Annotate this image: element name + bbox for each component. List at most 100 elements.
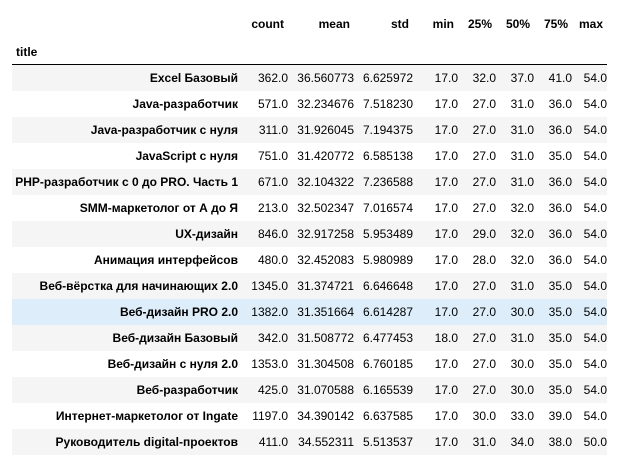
table-cell: 480.0 bbox=[257, 252, 288, 267]
table-cell: 5.980989 bbox=[362, 252, 413, 267]
table-cell: 35.0 bbox=[548, 148, 572, 163]
table-cell: 27.0 bbox=[472, 304, 496, 319]
table-cell: 411.0 bbox=[258, 434, 288, 449]
table-cell: 33.0 bbox=[510, 408, 534, 423]
table-cell: 35.0 bbox=[548, 278, 572, 293]
table-cell: 17.0 bbox=[434, 356, 458, 371]
table-cell: 54.0 bbox=[583, 122, 607, 137]
column-header-row: count mean std min 25% 50% 75% max bbox=[12, 9, 607, 39]
column-header-std: std bbox=[391, 17, 409, 31]
table-cell: 671.0 bbox=[257, 174, 288, 189]
table-cell: 38.0 bbox=[548, 434, 572, 449]
table-cell: 751.0 bbox=[257, 148, 288, 163]
row-index-label: Веб-дизайн с нуля 2.0 bbox=[107, 356, 238, 371]
table-row: UX-дизайн 846.0 32.917258 5.953489 17.0 29.0 3… bbox=[12, 220, 607, 247]
table-cell: 311.0 bbox=[258, 122, 288, 137]
table-cell: 17.0 bbox=[434, 226, 458, 241]
table-cell: 34.390142 bbox=[297, 408, 354, 423]
table-cell: 32.502347 bbox=[297, 200, 354, 215]
table-cell: 29.0 bbox=[472, 226, 496, 241]
table-cell: 7.194375 bbox=[362, 122, 413, 137]
table-row: Веб-дизайн Базовый 342.0 31.508772 6.477453… bbox=[12, 324, 607, 351]
table-cell: 571.0 bbox=[257, 96, 288, 111]
table-cell: 39.0 bbox=[548, 408, 572, 423]
column-header-min: min bbox=[432, 17, 454, 31]
table-cell: 34.552311 bbox=[298, 434, 354, 449]
table-cell: 6.646648 bbox=[362, 278, 413, 293]
table-cell: 31.351664 bbox=[297, 304, 354, 319]
table-cell: 27.0 bbox=[472, 356, 496, 371]
table-cell: 27.0 bbox=[472, 122, 496, 137]
table-cell: 6.477453 bbox=[362, 330, 413, 345]
table-cell: 32.234676 bbox=[297, 96, 354, 111]
column-header-mean: mean bbox=[318, 17, 350, 31]
table-row: Веб-дизайн PRO 2.0 1382.0 31.351664 6.61428… bbox=[12, 298, 607, 325]
table-cell: 1382.0 bbox=[251, 304, 288, 319]
column-header-max: max bbox=[578, 17, 603, 31]
table-cell: 31.0 bbox=[510, 122, 534, 137]
table-cell: 32.0 bbox=[510, 252, 534, 267]
table-cell: 31.926045 bbox=[297, 122, 354, 137]
table-cell: 54.0 bbox=[583, 252, 607, 267]
table-cell: 50.0 bbox=[583, 434, 607, 449]
table-cell: 27.0 bbox=[472, 278, 496, 293]
table-cell: 17.0 bbox=[434, 70, 458, 85]
row-index-label: JavaScript с нуля bbox=[135, 148, 238, 163]
table-cell: 54.0 bbox=[583, 330, 607, 345]
row-index-label: Веб-дизайн PRO 2.0 bbox=[119, 304, 238, 319]
table-row: Java-разработчик с нуля 311.0 31.926045 7.1… bbox=[12, 116, 607, 143]
table-cell: 17.0 bbox=[434, 122, 458, 137]
row-index-label: SMM-маркетолог от А до Я bbox=[79, 200, 238, 215]
row-index-label: Java-разработчик bbox=[132, 96, 238, 111]
table-cell: 36.0 bbox=[548, 226, 572, 241]
table-cell: 35.0 bbox=[548, 304, 572, 319]
row-index-label: Анимация интерфейсов bbox=[93, 252, 238, 267]
row-index-label: Excel Базовый bbox=[149, 70, 238, 85]
table-cell: 35.0 bbox=[548, 382, 572, 397]
table-cell: 17.0 bbox=[434, 252, 458, 267]
table-row: Анимация интерфейсов 480.0 32.452083 5.9809… bbox=[12, 246, 607, 273]
table-cell: 54.0 bbox=[583, 70, 607, 85]
column-header-75: 75% bbox=[543, 17, 568, 31]
column-header-blank bbox=[12, 9, 244, 39]
table-cell: 54.0 bbox=[583, 382, 607, 397]
table-cell: 30.0 bbox=[510, 382, 534, 397]
table-cell: 32.917258 bbox=[297, 226, 354, 241]
row-index-label: Веб-разработчик bbox=[136, 382, 238, 397]
table-cell: 7.016574 bbox=[362, 200, 413, 215]
row-index-label: Java-разработчик с нуля bbox=[90, 122, 238, 137]
table-row: Веб-вёрстка для начинающих 2.0 1345.0 31.3… bbox=[12, 272, 607, 299]
table-cell: 1353.0 bbox=[251, 356, 288, 371]
table-cell: 17.0 bbox=[434, 304, 458, 319]
table-row: Java-разработчик 571.0 32.234676 7.518230 17… bbox=[12, 90, 607, 117]
table-row: JavaScript с нуля 751.0 31.420772 6.585138 1… bbox=[12, 142, 607, 169]
table-cell: 31.0 bbox=[510, 278, 534, 293]
table-cell: 36.0 bbox=[548, 174, 572, 189]
table-cell: 27.0 bbox=[472, 148, 496, 163]
table-cell: 6.585138 bbox=[362, 148, 413, 163]
table-cell: 7.518230 bbox=[362, 96, 413, 111]
table-row: Руководитель digital-проектов 411.0 34.552… bbox=[12, 428, 607, 455]
table-cell: 54.0 bbox=[583, 96, 607, 111]
table-cell: 54.0 bbox=[583, 174, 607, 189]
table-cell: 6.614287 bbox=[362, 304, 413, 319]
column-header-count: count bbox=[251, 17, 284, 31]
table-cell: 17.0 bbox=[434, 278, 458, 293]
table-cell: 7.236588 bbox=[362, 174, 413, 189]
table-cell: 54.0 bbox=[583, 148, 607, 163]
table-cell: 30.0 bbox=[510, 356, 534, 371]
describe-table: count mean std min 25% 50% 75% max title bbox=[12, 9, 607, 455]
table-cell: 27.0 bbox=[472, 330, 496, 345]
table-cell: 6.165539 bbox=[362, 382, 413, 397]
table-cell: 342.0 bbox=[257, 330, 288, 345]
table-cell: 54.0 bbox=[583, 304, 607, 319]
index-header-row: title bbox=[12, 39, 607, 65]
table-cell: 17.0 bbox=[434, 382, 458, 397]
table-row: PHP-разработчик с 0 до PRO. Часть 1 671.0… bbox=[12, 168, 607, 195]
table-cell: 31.0 bbox=[510, 174, 534, 189]
table-cell: 5.513537 bbox=[362, 434, 413, 449]
table-cell: 27.0 bbox=[472, 382, 496, 397]
table-cell: 35.0 bbox=[548, 330, 572, 345]
table-cell: 6.760185 bbox=[362, 356, 413, 371]
